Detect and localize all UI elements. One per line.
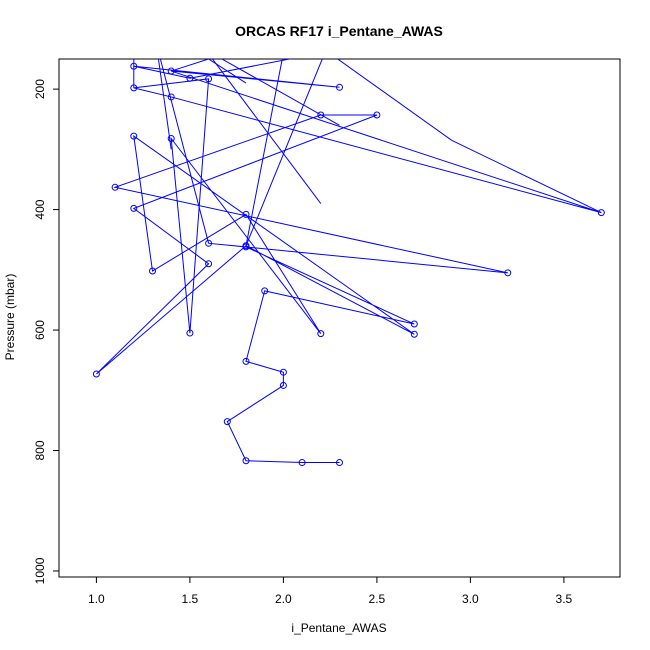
data-point	[167, 135, 175, 143]
series-line-segment	[207, 59, 247, 84]
data-point	[597, 209, 605, 217]
data-point	[130, 132, 138, 140]
data-point	[242, 357, 250, 365]
series-line-segment	[245, 59, 283, 246]
data-point	[242, 210, 250, 218]
chart-title: ORCAS RF17 i_Pentane_AWAS	[235, 23, 443, 39]
data-point	[317, 330, 325, 338]
x-tick-label: 2.5	[369, 592, 386, 606]
data-point	[149, 267, 156, 275]
series-line-segment	[211, 59, 322, 204]
x-tick-label: 2.0	[275, 592, 292, 606]
data-point	[205, 260, 213, 268]
data-point	[336, 459, 343, 467]
series-line-segment	[336, 59, 452, 141]
data-point	[317, 111, 325, 119]
data-point	[167, 93, 175, 101]
data-point	[130, 84, 138, 92]
series-line-segment	[245, 59, 323, 246]
x-tick-label: 1.5	[182, 592, 199, 606]
data-point	[111, 183, 119, 191]
data-point	[205, 239, 213, 247]
series-line-segment	[189, 59, 293, 79]
series-line-segment	[171, 59, 211, 72]
data-point	[504, 269, 512, 277]
data-point	[410, 330, 418, 338]
y-tick-label: 400	[33, 199, 47, 219]
data-point	[298, 459, 306, 467]
series-line-segment	[157, 59, 172, 150]
x-axis: 1.0 1.5 2.0 2.5 3.0 3.5	[88, 577, 573, 606]
data-point	[223, 418, 231, 426]
data-point	[261, 287, 269, 295]
x-tick-label: 1.0	[88, 592, 105, 606]
plot-area	[92, 59, 605, 467]
data-point	[410, 320, 418, 328]
y-tick-label: 200	[33, 79, 47, 99]
data-point	[242, 457, 250, 465]
x-tick-label: 3.5	[556, 592, 573, 606]
data-point	[167, 67, 175, 75]
data-point	[373, 111, 381, 119]
data-point	[186, 74, 194, 82]
data-point	[279, 381, 287, 389]
series-line	[96, 65, 602, 464]
series-line-segment	[220, 59, 340, 126]
series-line-segment	[451, 139, 602, 214]
data-point	[242, 242, 250, 250]
series-line-segment	[159, 59, 210, 244]
y-tick-label: 600	[33, 320, 47, 340]
data-point	[130, 62, 138, 70]
data-point	[279, 368, 287, 376]
data-point	[186, 329, 194, 337]
data-point	[130, 204, 138, 212]
y-tick-label: 1000	[33, 557, 47, 584]
data-point	[205, 75, 213, 83]
y-axis-label: Pressure (mbar)	[3, 274, 17, 361]
y-axis: 200 400 600 800 1000	[33, 79, 59, 584]
x-axis-label: i_Pentane_AWAS	[291, 621, 386, 635]
plot-frame	[58, 58, 621, 578]
x-tick-label: 3.0	[462, 592, 479, 606]
y-tick-label: 800	[33, 440, 47, 460]
data-point	[92, 370, 100, 378]
data-point	[336, 83, 343, 91]
